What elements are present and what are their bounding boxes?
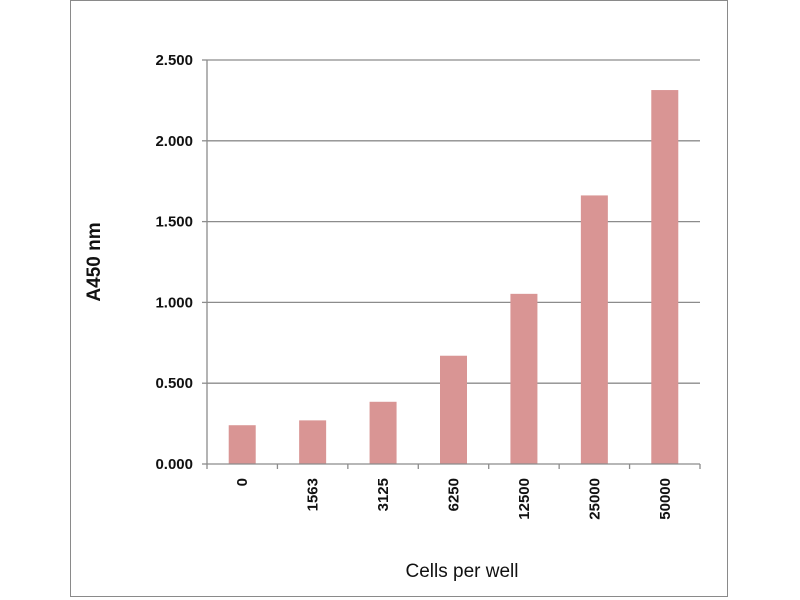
y-axis-label: A450 nm: [84, 222, 105, 301]
bar-0: [228, 425, 256, 464]
x-tick-label: 12500: [516, 478, 533, 520]
x-axis-label: Cells per well: [406, 561, 519, 582]
x-tick-label: 1563: [305, 478, 322, 511]
bar-1563: [299, 420, 327, 464]
y-tick-label: 0.000: [155, 456, 193, 473]
bar-3125: [369, 401, 397, 464]
bar-25000: [580, 195, 608, 464]
x-tick-label: 50000: [657, 478, 674, 520]
bar-50000: [651, 90, 679, 464]
y-tick-label: 1.000: [155, 294, 193, 311]
chart-frame: [70, 0, 728, 597]
bar-12500: [510, 293, 538, 464]
y-tick-label: 1.500: [155, 214, 193, 231]
x-tick-label: 3125: [375, 478, 392, 511]
bar-6250: [440, 355, 467, 464]
x-tick-label: 25000: [586, 478, 603, 520]
y-tick-label: 2.500: [155, 52, 193, 69]
y-tick-label: 2.000: [155, 133, 193, 150]
x-tick-label: 6250: [446, 478, 463, 511]
x-tick-label: 0: [234, 478, 251, 486]
y-tick-label: 0.500: [155, 375, 193, 392]
